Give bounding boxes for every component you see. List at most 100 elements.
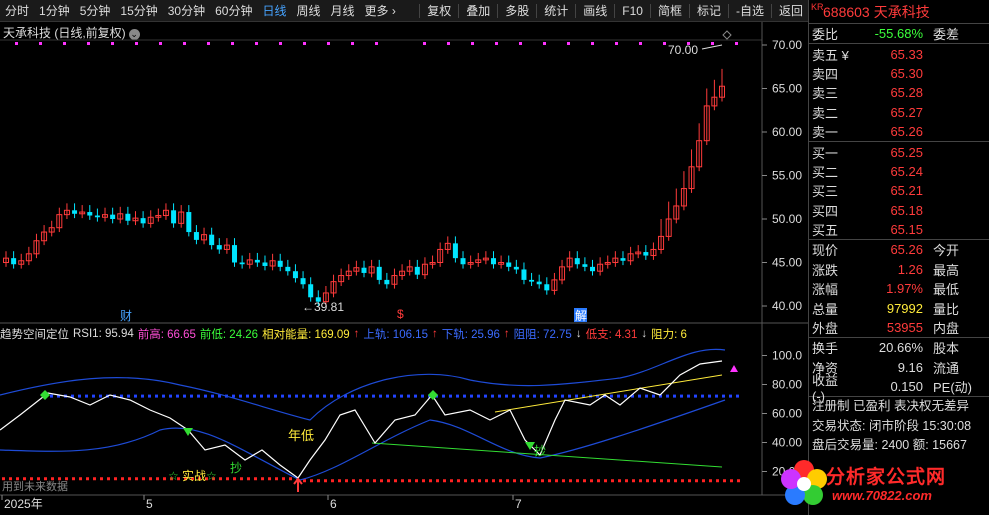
label-chao: 抄 [534, 444, 546, 458]
candle-body [353, 267, 360, 272]
period-tab[interactable]: 更多 › [364, 3, 396, 18]
period-tab[interactable]: 分时 [5, 3, 30, 18]
period-tab[interactable]: 1分钟 [39, 3, 70, 18]
low-price-label: ←39.81 [302, 300, 344, 314]
blue-dot [701, 394, 704, 398]
red-dot [247, 477, 250, 481]
row-value: 1.97% [886, 281, 923, 297]
signal-dot [207, 42, 210, 45]
stats2-list: 换手 20.66% 股本 净资 9.16 流通 收益(-) 0.150 PE(动) [809, 338, 989, 404]
row-label: 外盘 [812, 321, 839, 337]
red-dot [604, 479, 607, 483]
green-triangle-icon [183, 428, 193, 436]
indicator-tick-label: 100.0 [772, 349, 802, 363]
toolbar-button[interactable]: 简框 [657, 4, 682, 18]
toolbar-button[interactable]: 复权 [427, 4, 452, 18]
quote-row: 外盘 53955 内盘 [809, 318, 989, 337]
blue-dot [386, 394, 389, 398]
candle-body [665, 218, 672, 237]
row-label-2: 最高 [933, 262, 960, 278]
blue-dot [610, 394, 613, 398]
toolbar-button[interactable]: 画线 [583, 4, 608, 18]
weibi-label: 委比 [812, 27, 839, 43]
candle-body [650, 248, 657, 257]
blue-dot [414, 394, 417, 398]
blue-dot [379, 394, 382, 398]
red-dot [44, 477, 47, 481]
blue-dot [491, 394, 494, 398]
ask-list: 卖五 ¥ 65.33 卖四 65.30 卖三 65.28 卖二 65.27 卖一 65.26 [809, 44, 989, 141]
row-label: 买三 [812, 184, 839, 200]
toolbar-button[interactable]: 叠加 [466, 4, 491, 18]
row-label: 买二 [812, 164, 839, 180]
toolbar-button[interactable]: -自选 [735, 4, 764, 18]
toolbar-button[interactable]: 标记 [696, 4, 721, 18]
red-dot [457, 479, 460, 483]
period-tab[interactable]: 30分钟 [167, 3, 206, 18]
red-dot [716, 479, 719, 483]
candle-body [246, 259, 253, 265]
period-tab[interactable]: 5分钟 [79, 3, 111, 18]
kline-chart[interactable]: 70.00 65.00 60.00 55.00 50.00 45.00 40.00 70.00… [0, 0, 808, 515]
row-label: 换手 [812, 341, 839, 357]
period-tab[interactable]: 60分钟 [215, 3, 253, 18]
candle-body [178, 211, 185, 224]
red-dot [590, 479, 593, 483]
blue-dot [204, 394, 207, 398]
candle-body [232, 245, 238, 263]
blue-dot [393, 394, 396, 398]
quote-row: 买二 65.24 [809, 162, 989, 181]
blue-dot [365, 394, 368, 398]
row-value: 65.18 [890, 202, 923, 218]
candle-body [406, 266, 413, 272]
candle-body [338, 275, 345, 283]
period-tab[interactable]: 15分钟 [120, 3, 158, 18]
weicha-label: 委差 [933, 27, 960, 43]
candle-body [48, 227, 55, 233]
signal-dot [567, 42, 570, 45]
toolbar-button[interactable]: F10 [622, 4, 643, 18]
candle-body [658, 235, 665, 250]
period-tab[interactable]: 月线 [330, 3, 355, 18]
quote-row: 涨幅 1.97% 最低 [809, 279, 989, 298]
blue-dot [274, 394, 277, 398]
candle-body [429, 262, 436, 265]
red-dot [30, 477, 33, 481]
indicator-qiandi: 前低: 24.26 [199, 329, 259, 341]
red-dot [240, 477, 243, 481]
period-tab[interactable]: 日线 [262, 3, 287, 18]
blue-dot [659, 394, 662, 398]
red-dot [184, 477, 187, 481]
red-dot [478, 479, 481, 483]
candle-body [559, 266, 566, 281]
candle-body [94, 215, 100, 218]
row-value: 97992 [886, 300, 923, 316]
row-label: 买四 [812, 203, 839, 219]
row-label-2: 流通 [933, 360, 960, 376]
blue-dot [134, 394, 137, 398]
blue-dot [624, 394, 627, 398]
blue-dot [197, 394, 200, 398]
signal-dot [423, 42, 426, 45]
price-tick-label: 60.00 [772, 125, 802, 139]
blue-dot [484, 394, 487, 398]
chevron-down-icon[interactable]: ⌄ [128, 29, 140, 40]
row-label-2: 内盘 [933, 321, 960, 337]
candle-body [421, 263, 428, 276]
toolbar-button[interactable]: 返回 [778, 4, 803, 18]
red-dot [289, 477, 292, 481]
signal-dot [687, 42, 690, 45]
candle-body [171, 210, 177, 224]
candle-body [33, 240, 40, 255]
date-label: 5 [146, 497, 153, 511]
signal-dot [183, 42, 186, 45]
toolbar-button[interactable]: 多股 [505, 4, 530, 18]
red-dot [660, 479, 663, 483]
red-dot [534, 479, 537, 483]
indicator-name[interactable]: 趋势空间定位 [0, 329, 69, 341]
period-tab[interactable]: 周线 [296, 3, 321, 18]
toolbar-button[interactable]: 统计 [544, 4, 569, 18]
lower-band [0, 399, 726, 481]
quote-row: 收益(-) 0.150 PE(动) [809, 373, 989, 404]
candle-body [186, 212, 192, 233]
